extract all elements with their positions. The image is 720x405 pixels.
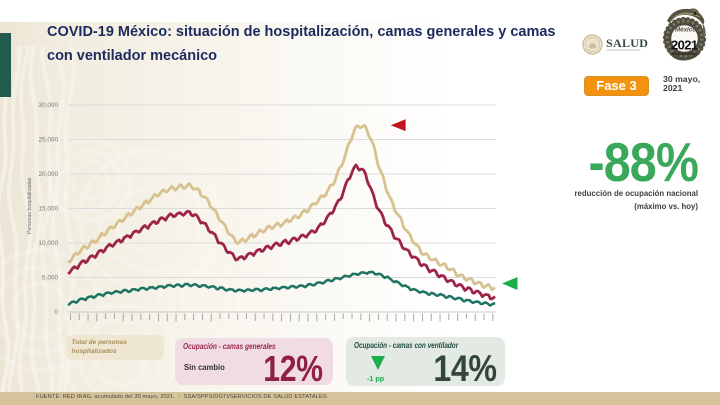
svg-text:20,000: 20,000: [38, 171, 58, 178]
svg-text:25,000: 25,000: [38, 137, 58, 144]
svg-text:30,000: 30,000: [38, 102, 58, 109]
svg-text:10,000: 10,000: [38, 240, 58, 247]
svg-text:SALUD: SALUD: [606, 36, 648, 50]
svg-text:0: 0: [54, 309, 58, 316]
svg-text:México: México: [675, 27, 696, 34]
svg-text:5,000: 5,000: [42, 275, 58, 282]
svg-text:2021: 2021: [671, 38, 698, 53]
svg-text:15,000: 15,000: [38, 206, 58, 213]
svg-text:Personas hospitalizadas: Personas hospitalizadas: [27, 177, 33, 234]
